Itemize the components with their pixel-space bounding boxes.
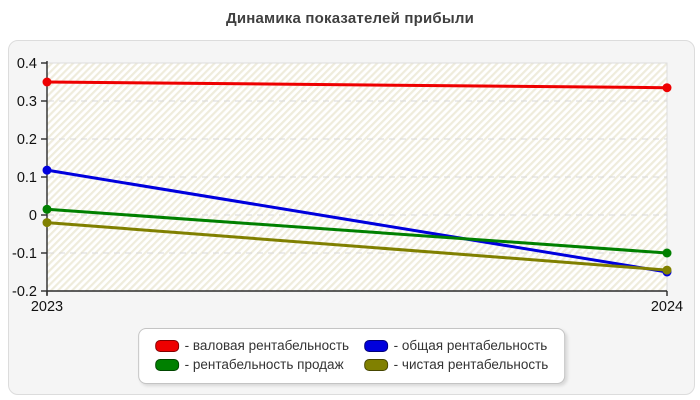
y-tick-label: 0.4 [17, 56, 37, 72]
x-tick-label: 2024 [651, 299, 683, 315]
series-1 [42, 77, 672, 93]
legend-label: - валовая рентабельность [184, 338, 350, 353]
data-point [662, 248, 672, 258]
data-point [662, 83, 672, 93]
chart-title: Динамика показателей прибыли [225, 10, 475, 27]
series-line [45, 80, 669, 90]
data-point [42, 165, 52, 175]
data-point [42, 204, 52, 214]
y-tick-label: 0.1 [17, 170, 37, 186]
y-tick-label: 0 [29, 208, 37, 224]
y-tick-label: -0.1 [12, 246, 37, 262]
data-point [662, 265, 672, 275]
chart-legend: - валовая рентабельность - общая рентабел… [137, 328, 566, 384]
legend-swatch-icon [363, 358, 388, 371]
series-line [45, 207, 669, 255]
legend-swatch-icon [154, 339, 179, 352]
y-tick-label: 0.3 [17, 94, 37, 110]
series-line [45, 168, 669, 274]
series-3 [42, 204, 672, 258]
legend-label: - общая рентабельность [393, 338, 548, 353]
x-tick-label: 2023 [31, 299, 63, 315]
axes [41, 61, 668, 296]
y-tick-label: 0.2 [17, 132, 37, 148]
legend-label: - чистая рентабельность [393, 357, 549, 372]
legend-label: - рентабельность продаж [184, 357, 344, 372]
data-point [42, 77, 52, 87]
legend-swatch-icon [363, 339, 388, 352]
chart-panel: 0.4 0.3 0.2 0.1 0 -0.1 -0.2 2023 2024 - валовая … [8, 40, 695, 395]
legend-swatch-icon [154, 358, 179, 371]
series-line [45, 221, 669, 272]
y-tick-label: -0.2 [12, 284, 37, 300]
gridlines [48, 100, 667, 254]
series-4 [42, 218, 672, 275]
legend-item: - чистая рентабельность [363, 357, 549, 372]
legend-item: - валовая рентабельность [154, 338, 358, 353]
legend-item: - общая рентабельность [363, 338, 549, 353]
data-point [42, 218, 52, 228]
legend-item: - рентабельность продаж [154, 357, 358, 372]
